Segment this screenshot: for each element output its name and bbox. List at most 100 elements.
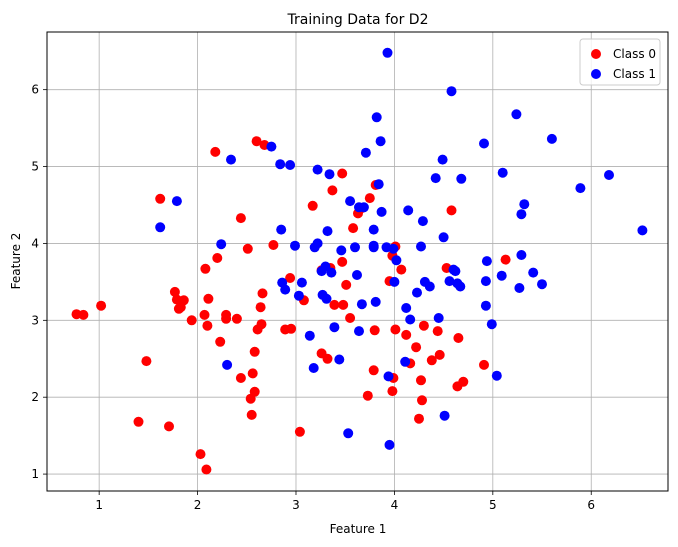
- data-point-class-0: [221, 313, 232, 324]
- data-point-class-1: [433, 313, 444, 323]
- data-point-class-1: [388, 243, 399, 254]
- data-point-class-1: [417, 216, 428, 227]
- data-point-class-1: [384, 439, 395, 450]
- data-point-class-0: [199, 309, 210, 320]
- data-point-class-1: [537, 279, 547, 290]
- data-point-class-0: [387, 386, 398, 397]
- data-point-class-0: [247, 368, 258, 379]
- data-point-class-0: [201, 464, 212, 475]
- data-point-class-0: [432, 326, 443, 337]
- data-point-class-1: [280, 284, 291, 295]
- data-point-class-1: [480, 276, 491, 287]
- data-point-class-1: [350, 242, 360, 253]
- data-point-class-0: [246, 409, 257, 420]
- axis-ticks: 1 2 3 4 5 6 1 2 3 4 5 6: [31, 83, 595, 512]
- legend-marker: [591, 69, 601, 79]
- data-point-class-1: [336, 245, 347, 256]
- data-point-class-1: [491, 370, 502, 381]
- data-points: [71, 47, 648, 475]
- data-point-class-1: [439, 410, 450, 421]
- data-point-class-1: [312, 164, 323, 175]
- data-point-class-1: [222, 359, 233, 370]
- legend-label: Class 0: [613, 47, 656, 61]
- data-point-class-0: [337, 256, 348, 267]
- data-point-class-1: [519, 199, 530, 210]
- data-point-class-1: [430, 173, 441, 184]
- x-tick-label: 5: [489, 498, 497, 512]
- data-point-class-1: [275, 159, 286, 170]
- data-point-class-1: [155, 222, 166, 233]
- data-point-class-1: [575, 183, 586, 194]
- data-point-class-0: [500, 254, 511, 265]
- data-point-class-1: [546, 133, 557, 144]
- data-point-class-1: [528, 267, 539, 278]
- data-point-class-1: [334, 354, 345, 365]
- data-point-class-0: [414, 413, 424, 424]
- data-point-class-0: [231, 313, 242, 324]
- data-point-class-0: [200, 263, 211, 274]
- data-point-class-0: [251, 136, 262, 147]
- data-point-class-0: [418, 320, 429, 331]
- data-point-class-1: [455, 281, 466, 292]
- data-point-class-0: [155, 193, 166, 204]
- data-point-class-0: [417, 395, 427, 406]
- data-point-class-1: [450, 266, 461, 277]
- data-point-class-0: [285, 273, 296, 283]
- data-point-class-0: [396, 264, 407, 275]
- data-point-class-1: [368, 224, 379, 235]
- data-point-class-1: [416, 241, 426, 252]
- data-point-class-0: [178, 295, 189, 306]
- data-point-class-1: [226, 154, 236, 165]
- data-point-class-0: [210, 146, 221, 157]
- data-point-class-0: [141, 356, 152, 367]
- data-point-class-0: [364, 193, 375, 204]
- x-tick-label: 3: [292, 498, 300, 512]
- data-point-class-0: [362, 390, 373, 401]
- legend: Class 0 Class 1: [579, 38, 661, 86]
- data-point-class-1: [266, 141, 277, 152]
- data-point-class-0: [322, 353, 333, 364]
- data-point-class-1: [497, 167, 508, 178]
- y-axis-label: Feature 2: [9, 233, 23, 290]
- data-point-class-1: [352, 270, 362, 280]
- data-point-class-1: [312, 238, 323, 249]
- data-point-class-0: [458, 376, 469, 387]
- data-point-class-0: [411, 342, 422, 353]
- data-point-class-0: [78, 309, 89, 320]
- data-point-class-1: [401, 303, 412, 313]
- data-point-class-1: [376, 206, 387, 217]
- data-point-class-1: [354, 326, 364, 337]
- y-tick-label: 5: [31, 160, 39, 174]
- data-point-class-1: [345, 196, 356, 207]
- x-axis-label: Feature 1: [330, 522, 387, 536]
- data-point-class-1: [444, 276, 455, 287]
- legend-label: Class 1: [613, 67, 656, 81]
- data-point-class-1: [329, 322, 340, 333]
- x-tick-label: 2: [194, 498, 202, 512]
- data-point-class-0: [327, 185, 338, 196]
- data-point-class-1: [375, 136, 386, 147]
- data-point-class-1: [604, 170, 614, 180]
- data-point-class-1: [480, 300, 491, 311]
- data-point-class-1: [296, 277, 307, 288]
- data-point-class-0: [203, 293, 214, 304]
- x-tick-label: 6: [587, 498, 595, 512]
- y-tick-label: 6: [31, 83, 39, 97]
- data-point-class-1: [368, 242, 379, 253]
- data-point-class-0: [212, 253, 223, 263]
- legend-marker: [591, 49, 601, 59]
- data-point-class-1: [405, 314, 416, 325]
- data-point-class-0: [401, 329, 412, 340]
- data-point-class-0: [249, 346, 260, 357]
- data-point-class-1: [437, 154, 448, 165]
- data-point-class-1: [637, 225, 648, 236]
- data-point-class-0: [286, 323, 297, 334]
- data-point-class-0: [446, 205, 457, 216]
- data-point-class-1: [403, 205, 414, 216]
- data-point-class-1: [293, 290, 304, 301]
- data-point-class-0: [453, 333, 464, 343]
- data-point-class-1: [321, 293, 332, 304]
- data-point-class-0: [255, 302, 266, 313]
- data-point-class-1: [424, 281, 435, 292]
- data-point-class-1: [216, 239, 227, 250]
